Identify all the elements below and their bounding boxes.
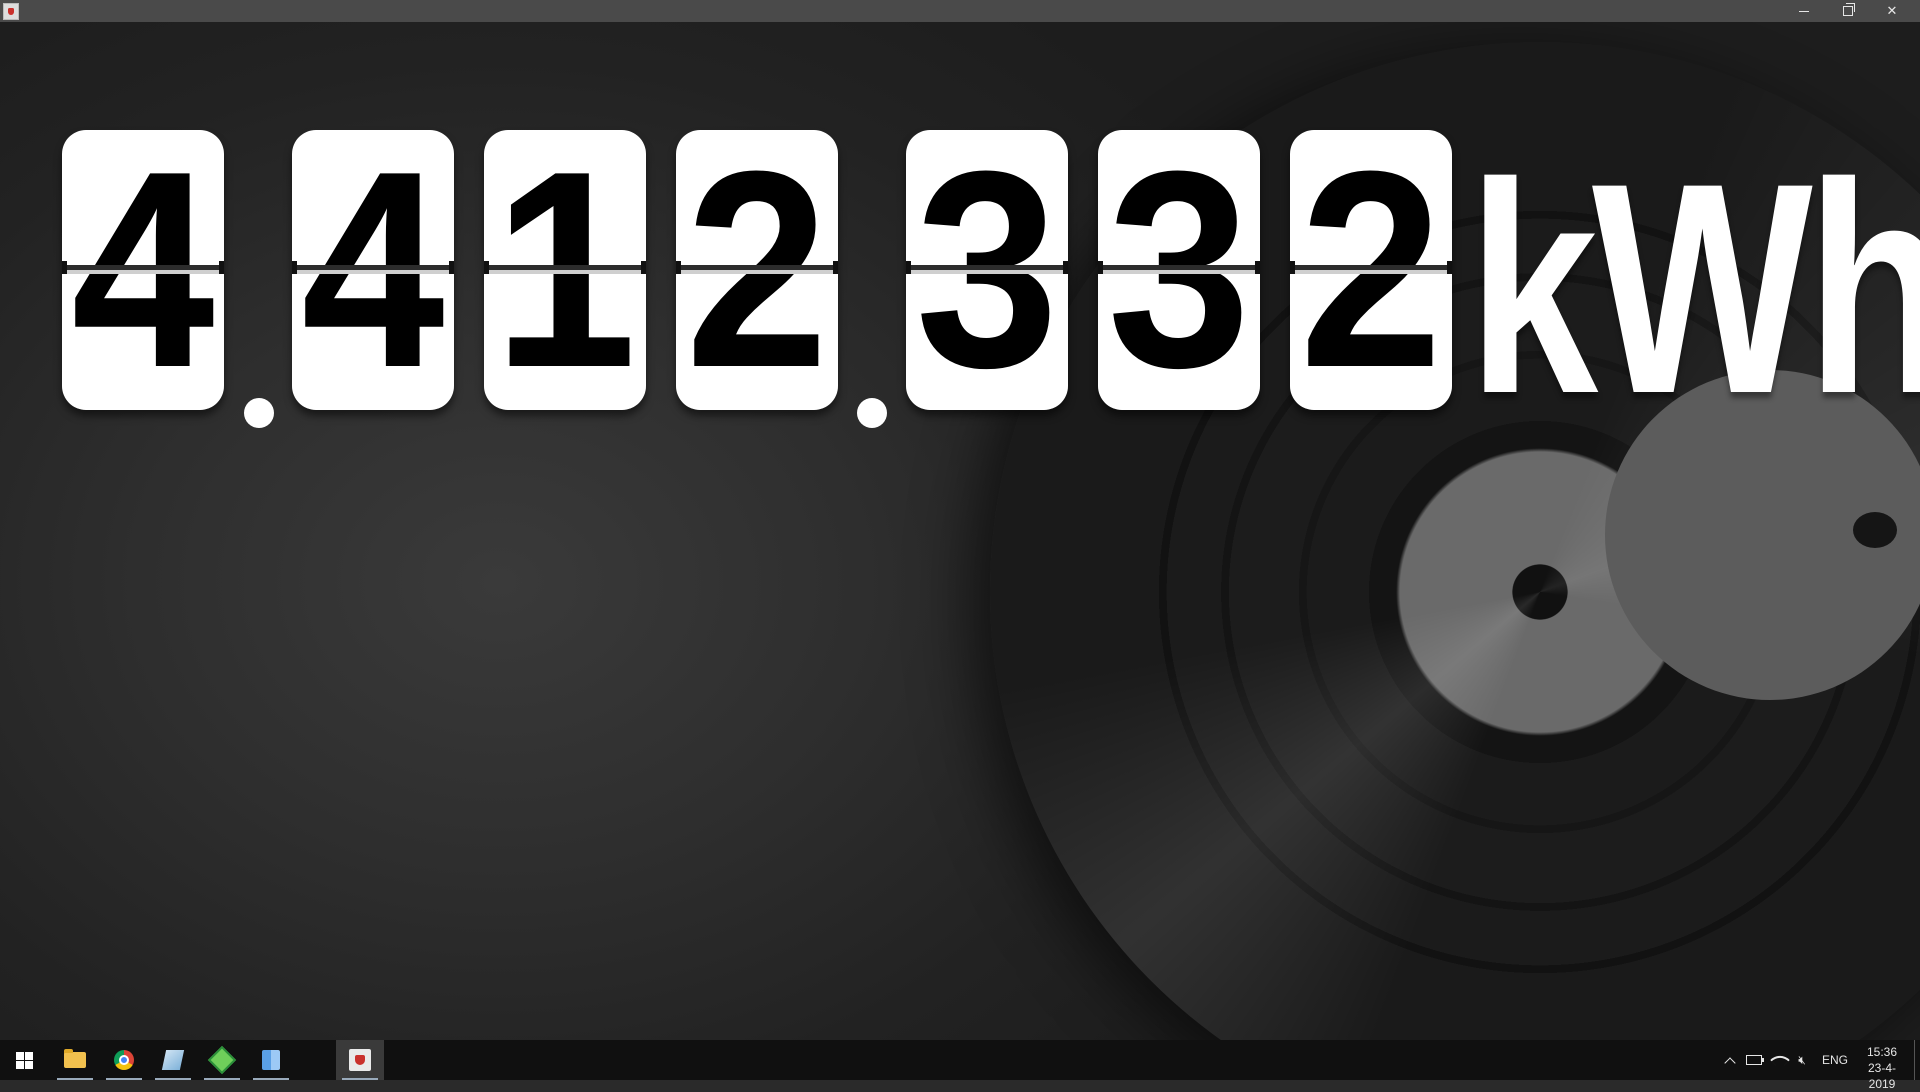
flip-tab-left: [62, 261, 67, 274]
flip-hinge: [62, 265, 224, 270]
unit-label-kwh: kWh: [1468, 120, 1920, 456]
flip-tab-left: [1290, 261, 1295, 274]
flip-tab-left: [1098, 261, 1103, 274]
vinyl-record-spindle-hole: [1853, 512, 1897, 548]
volume-muted-icon: 🔇︎: [1798, 1052, 1806, 1067]
flip-hinge-shade: [62, 270, 224, 274]
thousands-separator-dot: [857, 398, 887, 428]
running-indicator: [155, 1078, 191, 1080]
close-icon: ✕: [1886, 3, 1898, 18]
running-indicator: [57, 1078, 93, 1080]
flip-hinge-shade: [1098, 270, 1260, 274]
flip-digit-7: 2: [1290, 130, 1452, 410]
taskbar-java-app[interactable]: [336, 1040, 384, 1080]
running-indicator: [106, 1078, 142, 1080]
taskbar-clock[interactable]: 15:36 23-4-2019: [1856, 1044, 1908, 1092]
flip-hinge: [1290, 265, 1452, 270]
taskbar-chrome[interactable]: [100, 1040, 148, 1080]
flip-digit-3: 1: [484, 130, 646, 410]
flip-hinge: [1098, 265, 1260, 270]
blue-cube-app-icon: [262, 1050, 280, 1070]
kwh-flip-counter: 4 4 1 2 3 3 2 kWh: [0, 0, 1920, 460]
battery-icon: [1746, 1055, 1764, 1065]
flip-hinge: [906, 265, 1068, 270]
flip-digit-5: 3: [906, 130, 1068, 410]
file-explorer-icon: [64, 1049, 86, 1068]
network-tray-button[interactable]: [1770, 1050, 1790, 1070]
flip-tab-right: [641, 261, 646, 274]
flip-tab-right: [449, 261, 454, 274]
flip-tab-left: [292, 261, 297, 274]
windows-taskbar: 🔇︎ ENG 15:36 23-4-2019: [0, 1040, 1920, 1091]
show-hidden-icons-button[interactable]: [1722, 1052, 1738, 1069]
flip-hinge-shade: [484, 270, 646, 274]
wifi-icon: [1770, 1050, 1790, 1070]
flip-hinge: [676, 265, 838, 270]
taskbar-notepad[interactable]: [149, 1040, 197, 1080]
flip-digit-1: 4: [62, 130, 224, 410]
green-gem-app-icon: [207, 1045, 237, 1075]
chrome-icon: [114, 1050, 134, 1070]
flip-hinge-shade: [1290, 270, 1452, 274]
flip-hinge: [484, 265, 646, 270]
flip-digit-4: 2: [676, 130, 838, 410]
window-titlebar[interactable]: ✕: [0, 0, 1920, 22]
notepad-icon: [161, 1050, 185, 1070]
running-indicator: [204, 1078, 240, 1080]
flip-hinge-shade: [906, 270, 1068, 274]
flip-tab-left: [484, 261, 489, 274]
flip-digit-2: 4: [292, 130, 454, 410]
taskbar-green-gem-app[interactable]: [198, 1040, 246, 1080]
java-app-icon: [349, 1049, 371, 1071]
flip-hinge-shade: [292, 270, 454, 274]
clock-date: 23-4-2019: [1867, 1061, 1896, 1091]
taskbar-blue-cube-app[interactable]: [247, 1040, 295, 1080]
windows-start-button[interactable]: [0, 1040, 48, 1080]
flip-tab-right: [1447, 261, 1452, 274]
volume-tray-button[interactable]: 🔇︎: [1794, 1052, 1810, 1068]
running-indicator: [253, 1078, 289, 1080]
flip-digit-6: 3: [1098, 130, 1260, 410]
minimize-icon: [1799, 10, 1809, 12]
flip-tab-right: [1255, 261, 1260, 274]
minimize-button[interactable]: [1782, 0, 1826, 22]
close-button[interactable]: ✕: [1870, 0, 1914, 22]
restore-button[interactable]: [1826, 0, 1870, 22]
flip-hinge: [292, 265, 454, 270]
windows-start-icon: [15, 1051, 33, 1069]
flip-tab-left: [676, 261, 681, 274]
running-indicator: [342, 1078, 378, 1080]
restore-icon: [1843, 3, 1855, 16]
flip-tab-right: [219, 261, 224, 274]
battery-tray-button[interactable]: [1746, 1052, 1764, 1068]
flip-hinge-shade: [676, 270, 838, 274]
java-app-icon[interactable]: [3, 3, 19, 20]
flip-tab-left: [906, 261, 911, 274]
show-desktop-button[interactable]: [1914, 1040, 1920, 1080]
flip-tab-right: [833, 261, 838, 274]
taskbar-file-explorer[interactable]: [51, 1040, 99, 1080]
thousands-separator-dot: [244, 398, 274, 428]
chevron-up-icon: [1724, 1056, 1736, 1069]
input-language-indicator[interactable]: ENG: [1822, 1053, 1849, 1067]
flip-tab-right: [1063, 261, 1068, 274]
clock-time: 15:36: [1866, 1045, 1898, 1059]
